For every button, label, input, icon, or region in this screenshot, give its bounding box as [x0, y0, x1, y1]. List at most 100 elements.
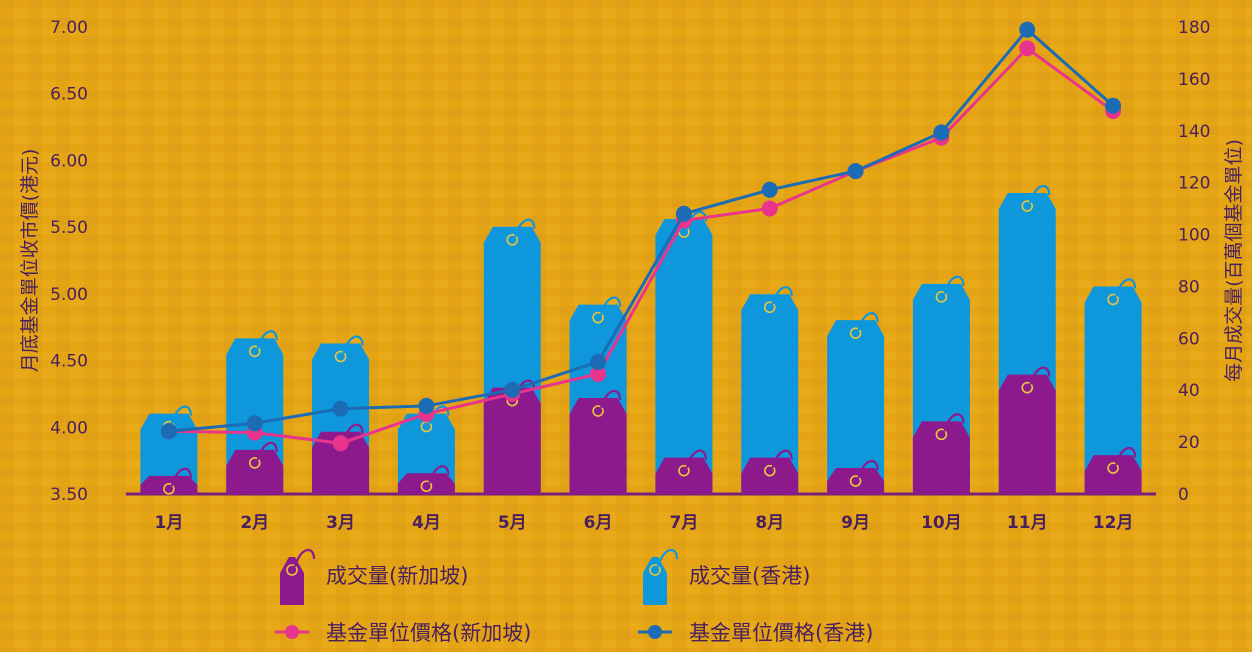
y-left-tick-label: 4.50 [50, 352, 88, 372]
legend-hongkong-volume-swatch-hole [649, 564, 661, 576]
bar-hongkong-string [1115, 278, 1137, 297]
bar-hongkong-hole [334, 350, 347, 363]
bar-singapore [312, 431, 370, 494]
point-hongkong [847, 163, 864, 180]
legend-singapore-price-swatch-dot [285, 625, 299, 639]
bar-hongkong [1084, 286, 1142, 494]
x-tick-label: 1月 [154, 513, 183, 533]
x-tick-label: 6月 [584, 513, 613, 533]
y-right-tick-label: 60 [1178, 329, 1200, 349]
bar-singapore-hole [1107, 462, 1119, 474]
bar-singapore [1084, 455, 1142, 494]
bar-hongkong-string [600, 296, 622, 315]
point-hongkong [761, 181, 778, 198]
y-left-tick-label: 3.50 [50, 485, 88, 505]
y-right-tick-label: 20 [1178, 433, 1200, 453]
y-left-axis-title: 月底基金單位收市價(港元) [19, 149, 41, 373]
point-hongkong [418, 397, 435, 414]
y-right-tick-label: 180 [1178, 18, 1210, 38]
legend-singapore-price-label: 基金單位價格(新加坡) [326, 621, 531, 645]
bar-hongkong-string [943, 275, 965, 295]
point-singapore [1019, 40, 1036, 57]
point-hongkong [246, 415, 263, 432]
bar-singapore-hole [420, 480, 433, 493]
bar-hongkong-hole [849, 327, 862, 339]
bar-hongkong-string [256, 330, 278, 349]
bar-hongkong-hole [763, 301, 776, 314]
y-right-tick-label: 120 [1178, 174, 1210, 194]
bar-singapore [912, 421, 970, 494]
y-left-tick-label: 6.00 [50, 151, 88, 171]
point-hongkong [1019, 21, 1036, 38]
bar-singapore-string [685, 449, 708, 468]
line-hongkong [168, 27, 1115, 433]
bar-hongkong-hole [1107, 293, 1119, 306]
point-hongkong [332, 400, 349, 417]
bar-singapore-hole [678, 464, 690, 477]
legend-singapore-volume-swatch-hole [286, 564, 298, 576]
x-tick-label: 11月 [1007, 513, 1048, 533]
bar-hongkong [741, 294, 799, 494]
legend-singapore-volume-swatch [280, 557, 304, 605]
x-tick-label: 3月 [326, 513, 355, 533]
y-right-tick-label: 80 [1178, 277, 1200, 297]
y-right-tick-label: 0 [1178, 485, 1189, 505]
bar-singapore-hole [1021, 381, 1034, 394]
x-tick-label: 5月 [498, 513, 527, 533]
bar-hongkong-string [857, 312, 879, 331]
y-left-tick-label: 4.00 [50, 418, 88, 438]
bar-hongkong-hole [592, 311, 604, 324]
x-tick-label: 8月 [755, 513, 784, 533]
point-hongkong [1105, 97, 1122, 114]
bar-hongkong-hole [1021, 200, 1034, 212]
bar-singapore [397, 473, 455, 494]
legend-singapore-volume-swatch-string [293, 549, 316, 568]
x-tick-label: 4月 [412, 513, 441, 533]
legend-hongkong-volume-swatch [643, 557, 667, 605]
point-singapore [332, 435, 349, 452]
x-tick-label: 12月 [1093, 513, 1134, 533]
bar-singapore-hole [849, 475, 862, 487]
point-singapore [590, 365, 607, 382]
y-left-tick-label: 5.50 [50, 218, 88, 238]
bar-hongkong-string [342, 335, 364, 354]
y-left-tick-label: 6.50 [50, 85, 88, 105]
point-hongkong [933, 124, 950, 141]
bar-singapore [827, 468, 885, 494]
bar-singapore-string [857, 460, 879, 479]
point-hongkong [590, 353, 607, 370]
bar-singapore-string [428, 465, 450, 484]
bar-hongkong-hole [506, 233, 519, 246]
bar-singapore [569, 398, 627, 494]
bar-hongkong-hole [248, 345, 261, 358]
line-singapore [168, 46, 1114, 445]
bar-hongkong [140, 413, 198, 494]
bar-singapore-hole [163, 483, 175, 495]
legend-singapore-volume-label: 成交量(新加坡) [326, 564, 468, 588]
bar-singapore-string [1029, 366, 1051, 385]
x-tick-label: 10月 [921, 513, 962, 533]
y-right-tick-label: 100 [1178, 226, 1210, 246]
legend-hongkong-volume-swatch-string [656, 549, 679, 568]
point-hongkong [504, 381, 521, 398]
point-hongkong [160, 423, 177, 440]
bar-singapore-hole [763, 464, 776, 477]
bar-hongkong-hole [935, 291, 948, 303]
y-right-tick-label: 160 [1178, 70, 1210, 90]
bar-singapore [998, 374, 1056, 494]
bar-hongkong-string [170, 405, 193, 424]
legend-hongkong-price-label: 基金單位價格(香港) [689, 621, 873, 645]
bar-hongkong [655, 218, 713, 494]
bar-singapore-string [170, 467, 193, 487]
y-right-axis-title: 每月成交量(百萬個基金單位) [1223, 139, 1245, 382]
bar-singapore-string [1115, 447, 1137, 466]
bar-singapore-string [600, 390, 622, 409]
y-left-tick-label: 7.00 [50, 18, 88, 38]
bar-singapore-hole [935, 428, 948, 441]
bar-singapore [226, 449, 284, 494]
point-singapore [761, 200, 778, 217]
bar-singapore [140, 475, 198, 494]
x-tick-label: 7月 [669, 513, 698, 533]
